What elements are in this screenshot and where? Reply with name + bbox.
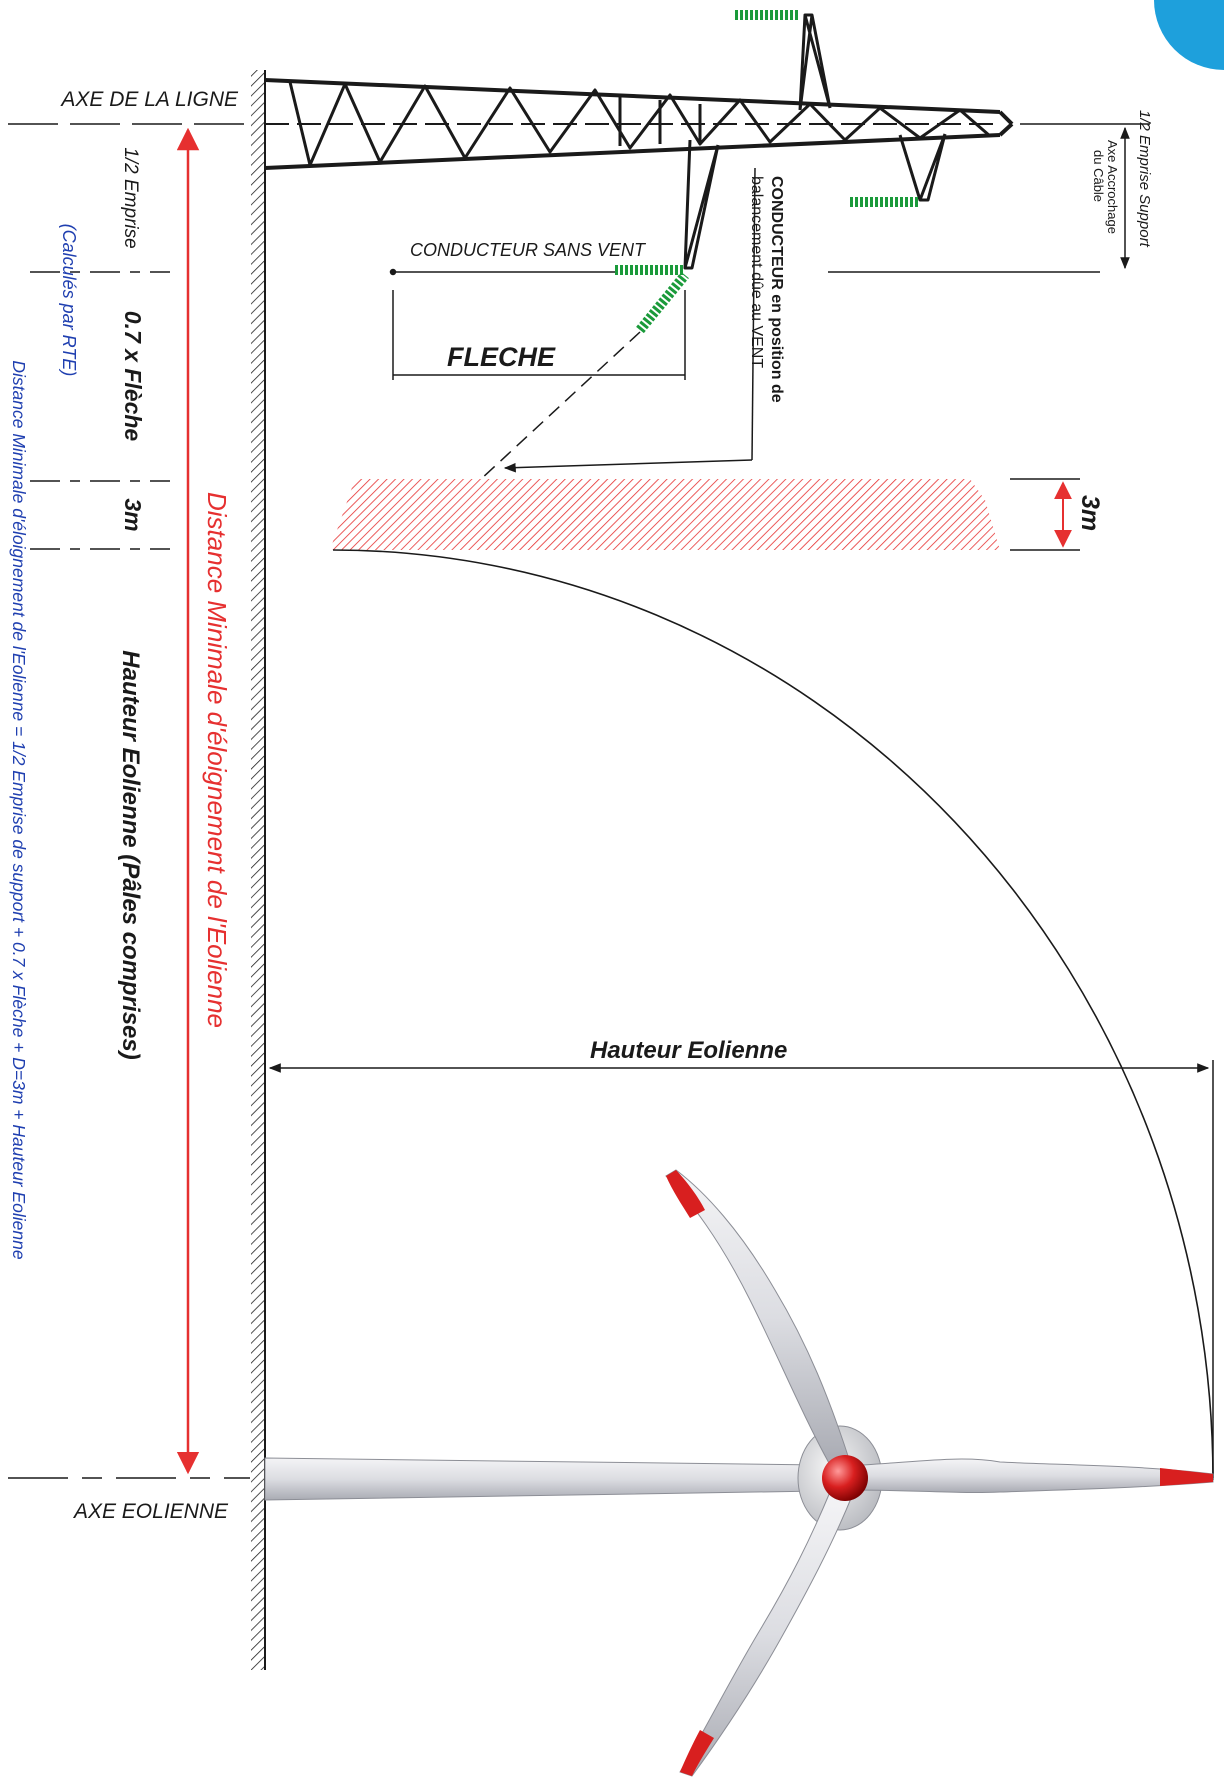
turbine-blade-right	[844, 1458, 1214, 1494]
axe-accrochage-label-2: du Câble	[1091, 150, 1106, 202]
safety-zone-3m	[330, 478, 1080, 551]
left-dimension-ticks	[30, 271, 170, 550]
conducteur-vent-label-2: balancement dûe au VENT	[748, 176, 765, 368]
demi-emprise-label: 1/2 Emprise	[120, 147, 141, 248]
wind-turbine	[264, 1169, 1214, 1777]
axe-ligne-label: AXE DE LA LIGNE	[59, 88, 239, 111]
distance-minimale-label: Distance Minimale d'éloignement de l'Eol…	[202, 492, 232, 1028]
hauteur-pales-label: Hauteur Eolienne (Pâles comprises)	[117, 650, 144, 1059]
axe-eolienne-label: AXE EOLIENNE	[72, 1500, 229, 1523]
trois-m-left-label: 3m	[120, 498, 146, 531]
ground-wall	[251, 70, 266, 1670]
fleche-label: FLECHE	[447, 342, 556, 372]
insulators	[615, 10, 918, 334]
calcules-rte-label: (Calculés par RTE)	[59, 224, 79, 377]
emprise-support-dimension	[1020, 123, 1150, 270]
axe-accrochage-label-1: Axe Accrochage	[1105, 140, 1120, 234]
hauteur-eolienne-dimension	[268, 1060, 1214, 1480]
turbine-tower	[264, 1457, 821, 1501]
conducteur-sans-vent-label: CONDUCTEUR SANS VENT	[410, 240, 647, 260]
fleche-dimension	[392, 290, 686, 380]
fleche-factor-label: 0.7 x Flèche	[120, 311, 146, 442]
pylon-crossarm	[264, 13, 1014, 270]
zone-3m-label: 3m	[1076, 495, 1104, 531]
axis-lines	[8, 123, 250, 1479]
turbine-hub	[822, 1455, 868, 1501]
corner-accent	[1154, 0, 1224, 70]
conductor-lines	[389, 167, 1100, 481]
conducteur-vent-label-1: CONDUCTEUR en position de	[768, 176, 785, 403]
blade-sweep-arc	[332, 549, 1214, 1479]
demi-emprise-support-label: 1/2 Emprise Support	[1136, 110, 1153, 248]
hauteur-eolienne-label: Hauteur Eolienne	[590, 1037, 787, 1064]
formula-label: Distance Minimale d'éloignement de l'Eol…	[9, 360, 29, 1259]
